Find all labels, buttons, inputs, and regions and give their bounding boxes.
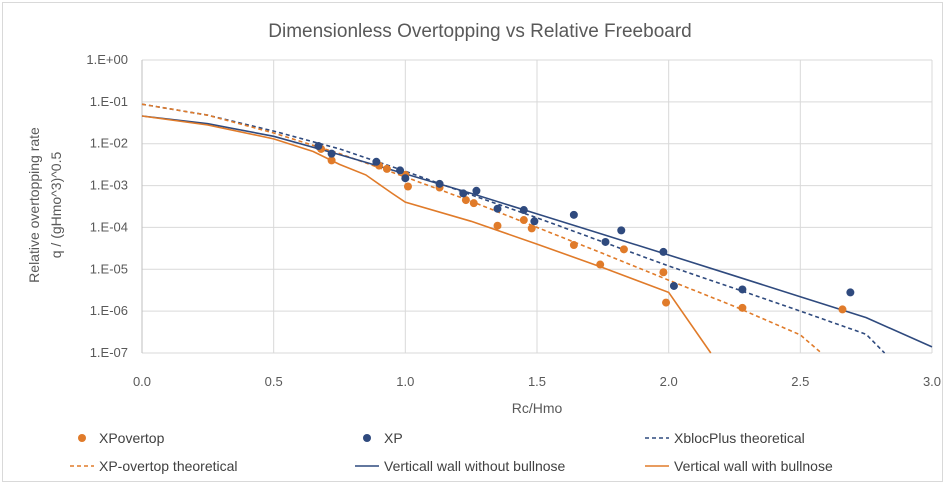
y-axis-label-line-2: q / (gHmo^3)^0.5: [48, 152, 64, 259]
y-tick-label: 1.E-02: [90, 136, 128, 151]
y-tick-labels: 1.E+00 1.E-01 1.E-02 1.E-03 1.E-04 1.E-05 1.E-…: [86, 52, 128, 360]
point-xp: [493, 204, 502, 213]
legend-label-xp: XP: [384, 430, 403, 446]
point-xpovertop: [738, 303, 747, 312]
point-xp: [396, 166, 405, 175]
point-xp: [617, 226, 626, 235]
point-xp: [459, 189, 468, 198]
chart-title: Dimensionless Overtopping vs Relative Fr…: [268, 21, 691, 42]
series-line-xblocplus-theoretical: [141, 103, 886, 354]
x-tick-label: 1.5: [528, 374, 546, 389]
legend-label-xp-overtop-theoretical: XP-overtop theoretical: [99, 458, 238, 474]
point-xpovertop: [519, 216, 528, 225]
point-xpovertop: [659, 268, 668, 277]
y-tick-label: 1.E-01: [90, 94, 128, 109]
theoretical-lines: [141, 103, 933, 354]
point-xp: [669, 281, 678, 290]
series-line-verticall-wall-without-bullnose: [141, 115, 933, 348]
y-axis-label-line-1: Relative overtopping rate: [26, 127, 42, 283]
x-tick-label: 2.5: [791, 374, 809, 389]
point-xp: [372, 157, 381, 166]
legend-marker-xp: [363, 434, 371, 442]
x-tick-label: 1.0: [396, 374, 414, 389]
x-tick-label: 0.5: [265, 374, 283, 389]
grid-lines: [141, 59, 933, 354]
y-tick-label: 1.E-03: [90, 178, 128, 193]
y-tick-label: 1.E-07: [90, 345, 128, 360]
point-xp: [738, 285, 747, 294]
y-tick-label: 1.E-05: [90, 261, 128, 276]
point-xpovertop: [527, 224, 536, 233]
series-line-vertical-wall-with-bullnose: [141, 115, 712, 354]
point-xpovertop: [619, 245, 628, 254]
x-tick-label: 2.0: [660, 374, 678, 389]
y-tick-label: 1.E+00: [86, 52, 128, 67]
legend-marker-xpovertop: [78, 434, 86, 442]
legend-label-vertical-wall-with-bullnose: Vertical wall with bullnose: [674, 458, 833, 474]
point-xpovertop: [596, 260, 605, 269]
legend-label-xblocplus-theoretical: XblocPlus theoretical: [674, 430, 805, 446]
series-line-xp-overtop-theoretical: [141, 103, 822, 354]
legend-label-xpovertop: XPovertop: [99, 430, 165, 446]
point-xpovertop: [461, 196, 470, 205]
point-xpovertop: [838, 305, 847, 314]
point-xp: [659, 247, 668, 256]
point-xpovertop: [469, 199, 478, 208]
point-xp: [472, 186, 481, 195]
legend: XPovertop XP XblocPlus theoretical XP-overt…: [70, 430, 833, 474]
point-xpovertop: [662, 298, 671, 307]
point-xpovertop: [382, 164, 391, 173]
x-axis-label: Rc/Hmo: [512, 400, 563, 416]
x-tick-label: 0.0: [133, 374, 151, 389]
point-xpovertop: [403, 182, 412, 191]
point-xpovertop: [327, 156, 336, 165]
x-tick-labels: 0.0 0.5 1.0 1.5 2.0 2.5 3.0: [133, 374, 941, 389]
point-xpovertop: [569, 241, 578, 250]
x-tick-label: 3.0: [923, 374, 941, 389]
legend-label-verticall-wall-without-bullnose: Verticall wall without bullnose: [384, 458, 566, 474]
point-xp: [530, 217, 539, 226]
point-xp: [846, 288, 855, 297]
point-xp: [327, 149, 336, 158]
point-xp: [601, 237, 610, 246]
point-xp: [401, 174, 410, 183]
y-tick-label: 1.E-04: [90, 219, 128, 234]
point-xp: [314, 142, 323, 151]
measured-points: [314, 142, 855, 314]
point-xp: [519, 206, 528, 215]
point-xpovertop: [493, 221, 502, 230]
point-xp: [569, 210, 578, 219]
point-xp: [435, 179, 444, 188]
y-tick-label: 1.E-06: [90, 303, 128, 318]
